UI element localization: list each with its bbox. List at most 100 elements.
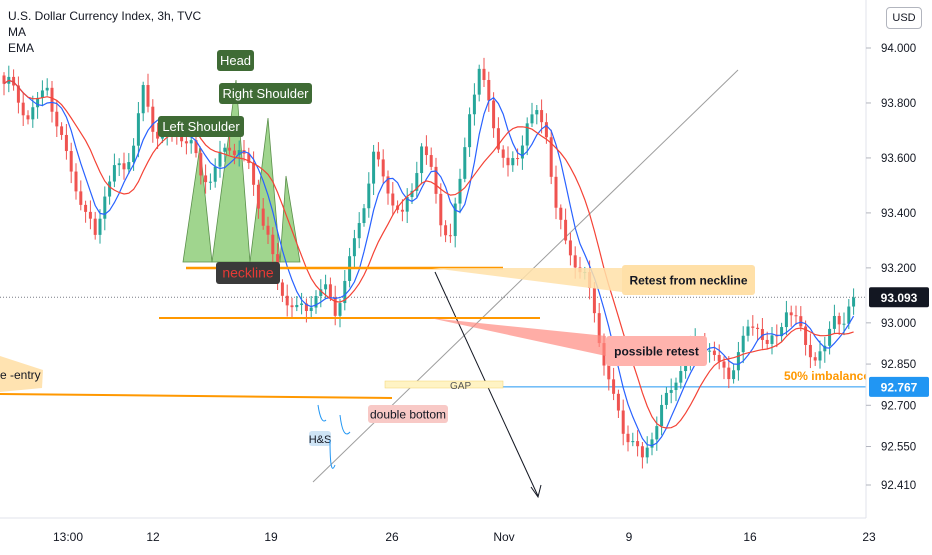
candle-body [218, 151, 222, 167]
candle-body [415, 173, 419, 191]
candle [12, 69, 16, 91]
candle [554, 165, 558, 220]
candle-body [343, 280, 347, 304]
candle-body [21, 102, 25, 116]
candle-body [439, 193, 443, 226]
candle [333, 285, 337, 326]
candle-body [93, 218, 97, 235]
entry-zone-shape [0, 356, 43, 392]
candle [559, 204, 563, 230]
time-tick-label: 26 [385, 530, 399, 544]
candle [45, 78, 49, 96]
last-price-badge: 93.093 [881, 291, 918, 305]
candle-body [367, 183, 371, 209]
currency-button[interactable]: USD [886, 7, 922, 29]
candle [640, 442, 644, 469]
candle [487, 71, 491, 112]
candle [271, 227, 275, 266]
candle [400, 199, 404, 222]
candle [352, 229, 356, 268]
candle-body [631, 441, 635, 443]
candle [103, 186, 107, 231]
candle-body [372, 151, 376, 184]
candle [631, 432, 635, 447]
candle-body [722, 361, 726, 368]
imbalance-price-badge: 92.767 [881, 380, 918, 394]
left-shoulder-label: Left Shoulder [162, 119, 240, 134]
candle [410, 183, 414, 205]
candle-body [410, 190, 414, 198]
candle [765, 331, 769, 349]
candle-body [636, 441, 640, 447]
candle-body [26, 115, 30, 120]
candle-body [477, 68, 481, 95]
candle [708, 343, 712, 363]
candle [612, 367, 616, 401]
candle-body [103, 196, 107, 219]
candle [295, 295, 299, 312]
candle-body [420, 146, 424, 174]
candle-body [31, 107, 35, 120]
candle [429, 147, 433, 171]
candle-body [36, 97, 40, 108]
candle-body [69, 151, 73, 172]
indicator-ma-label[interactable]: MA [8, 25, 26, 39]
candle [26, 110, 30, 125]
candle [136, 101, 140, 158]
candle-body [448, 235, 452, 237]
candle [261, 197, 265, 230]
candle-body [300, 303, 304, 305]
candle [535, 105, 539, 125]
indicator-ema-label[interactable]: EMA [8, 41, 35, 55]
candle [823, 336, 827, 363]
candle [247, 147, 251, 170]
time-tick-label: 19 [264, 530, 278, 544]
candle-body [64, 134, 68, 152]
candle-body [333, 297, 337, 316]
candle [204, 164, 208, 194]
candle [228, 136, 232, 155]
candle-body [12, 76, 16, 86]
candle [837, 312, 841, 335]
candle-body [540, 110, 544, 123]
price-tick-label: 92.850 [881, 359, 916, 371]
candle [751, 315, 755, 336]
candle [285, 284, 289, 317]
candle-body [304, 303, 308, 312]
candle-body [472, 94, 476, 115]
candle [386, 170, 390, 205]
candle [300, 292, 304, 315]
candle-body [285, 295, 289, 306]
candle-body [405, 197, 409, 212]
candle [218, 140, 222, 178]
candle-body [256, 184, 260, 209]
candle [343, 269, 347, 311]
candle-body [501, 149, 505, 158]
candle-body [122, 163, 126, 170]
candle-body [232, 150, 236, 156]
candle-body [199, 153, 203, 176]
candle-body [847, 306, 851, 324]
candle-body [708, 350, 712, 352]
candle [506, 146, 510, 177]
candle [549, 129, 553, 185]
candle-body [794, 315, 798, 317]
candle [794, 305, 798, 325]
candle-body [45, 87, 49, 91]
candle-body [511, 158, 515, 166]
retest-neckline-pointer [432, 268, 622, 292]
double-bottom-label-bg [368, 405, 448, 423]
candle-body [40, 90, 44, 98]
candle [232, 143, 236, 165]
candle-body [592, 287, 596, 314]
candle [141, 81, 145, 122]
candle-body [808, 344, 812, 358]
candle [616, 389, 620, 419]
candle [357, 212, 361, 249]
candle-body [400, 209, 404, 212]
candle-body [324, 284, 328, 290]
candle [444, 220, 448, 243]
candle [439, 183, 443, 237]
